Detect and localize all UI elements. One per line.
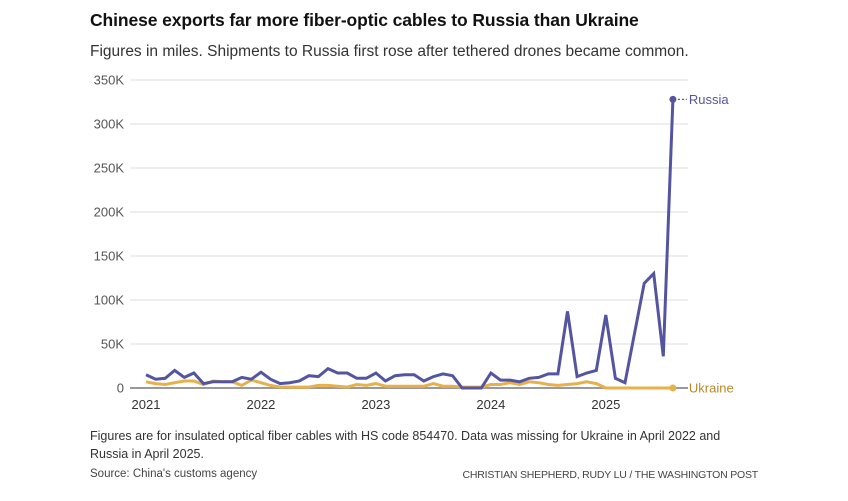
footnote: Figures are for insulated optical fiber … — [90, 429, 721, 461]
y-tick-label: 100K — [94, 293, 125, 308]
series-endpoint-russia — [669, 95, 677, 103]
chart-title: Chinese exports far more fiber-optic cab… — [90, 10, 639, 30]
series-line-russia — [145, 99, 675, 390]
x-axis-ticks: 2021 2022 2023 2024 2025 — [132, 397, 621, 412]
series-labels: Ukraine Russia — [677, 92, 734, 396]
y-tick-label: 250K — [94, 161, 125, 176]
x-tick-label: 2025 — [591, 397, 620, 412]
y-tick-label: 150K — [94, 249, 125, 264]
y-tick-label: 300K — [94, 117, 125, 132]
x-tick-label: 2024 — [476, 397, 505, 412]
x-tick-label: 2021 — [132, 397, 161, 412]
x-tick-label: 2023 — [361, 397, 390, 412]
y-tick-label: 0 — [117, 381, 124, 396]
source-note: Source: China's customs agency — [90, 468, 258, 480]
credit-line: CHRISTIAN SHEPHERD, RUDY LU / THE WASHIN… — [462, 469, 758, 481]
series-label-ukraine: Ukraine — [689, 381, 734, 396]
gridlines — [130, 79, 688, 345]
y-tick-label: 50K — [101, 337, 124, 352]
series-endpoint-ukraine — [669, 384, 677, 392]
y-tick-label: 200K — [94, 205, 125, 220]
x-tick-label: 2022 — [246, 397, 275, 412]
series-label-russia: Russia — [689, 92, 730, 107]
series-lines — [145, 95, 677, 392]
y-axis-ticks: 0 50K 100K 150K 200K 250K 300K 350K — [94, 73, 125, 396]
chart-subtitle: Figures in miles. Shipments to Russia fi… — [90, 43, 689, 60]
y-tick-label: 350K — [94, 73, 125, 88]
